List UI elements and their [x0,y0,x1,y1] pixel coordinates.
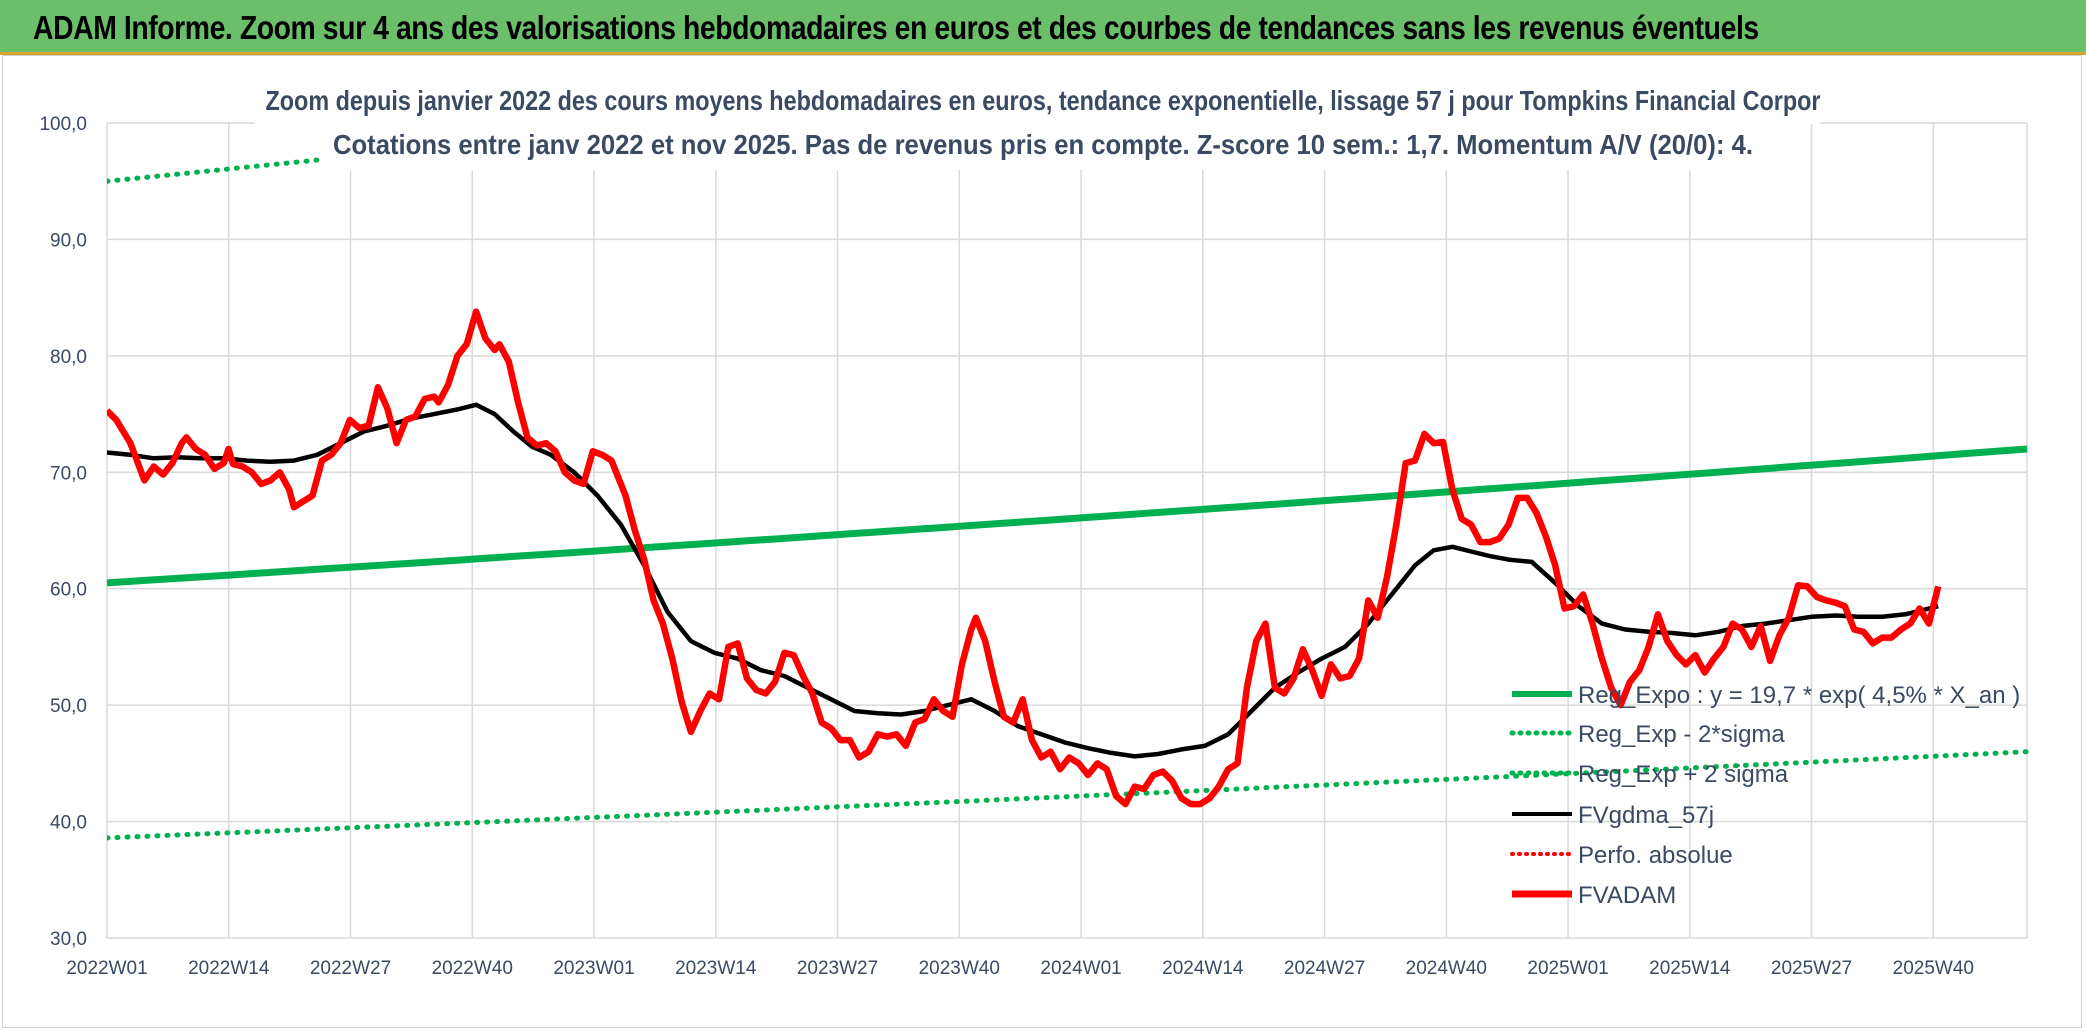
x-tick-label: 2022W27 [310,958,391,979]
legend-label-reg-minus: Reg_Exp - 2*sigma [1578,721,1785,748]
chart-frame [2,55,2082,1028]
x-tick-label: 2023W14 [675,958,757,979]
x-tick-label: 2022W40 [432,958,513,979]
x-tick-label: 2022W01 [66,958,147,979]
series-reg-minus-2sigma [107,749,2030,841]
grid [106,122,2028,939]
legend-label-perfo: Perfo. absolue [1578,842,1733,869]
chart-title-line1: Zoom depuis janvier 2022 des cours moyen… [266,85,1821,116]
x-tick-label: 2024W01 [1040,958,1121,979]
y-tick-label: 30,0 [50,929,87,950]
chart-title-bg-1 [255,78,1820,124]
x-tick-label: 2023W01 [553,958,634,979]
x-tick-label: 2025W14 [1649,958,1731,979]
report-header: ADAM Informe. Zoom sur 4 ans des valoris… [0,0,2086,55]
x-tick-label: 2025W40 [1893,958,1974,979]
y-axis-ticks: 30,0 40,0 50,0 60,0 70,0 80,0 90,0 100,0 [39,114,87,950]
legend-label-fvadam: FVADAM [1578,882,1676,909]
legend-label-reg-expo: Reg_Expo : y = 19,7 * exp( 4,5% * X_an ) [1578,682,2020,709]
x-tick-label: 2025W27 [1771,958,1852,979]
x-tick-label: 2022W14 [188,958,270,979]
chart-title-line2: Cotations entre janv 2022 et nov 2025. P… [333,129,1753,160]
series-reg-expo [107,445,2028,587]
x-tick-label: 2024W40 [1406,958,1487,979]
y-tick-label: 90,0 [50,230,87,251]
x-tick-label: 2023W27 [797,958,878,979]
y-tick-label: 100,0 [39,114,87,135]
legend-label-reg-plus: Reg_Exp + 2 sigma [1578,761,1789,788]
x-tick-label: 2025W01 [1527,958,1608,979]
y-tick-label: 80,0 [50,347,87,368]
x-axis-ticks: 2022W01 2022W14 2022W27 2022W40 2023W01 2023W… [66,958,1974,979]
x-tick-label: 2024W14 [1162,958,1244,979]
y-tick-label: 70,0 [50,463,87,484]
report-title: ADAM Informe. Zoom sur 4 ans des valoris… [33,9,1759,46]
chart-title-bg-2 [320,124,1760,170]
legend: Reg_Expo : y = 19,7 * exp( 4,5% * X_an )… [1509,682,2020,909]
y-tick-label: 50,0 [50,696,87,717]
x-tick-label: 2024W27 [1284,958,1365,979]
y-tick-label: 40,0 [50,813,87,834]
y-tick-label: 60,0 [50,580,87,601]
x-tick-label: 2023W40 [919,958,1000,979]
legend-label-fvgdma: FVgdma_57j [1578,802,1714,829]
series-fvadam [107,308,1942,808]
